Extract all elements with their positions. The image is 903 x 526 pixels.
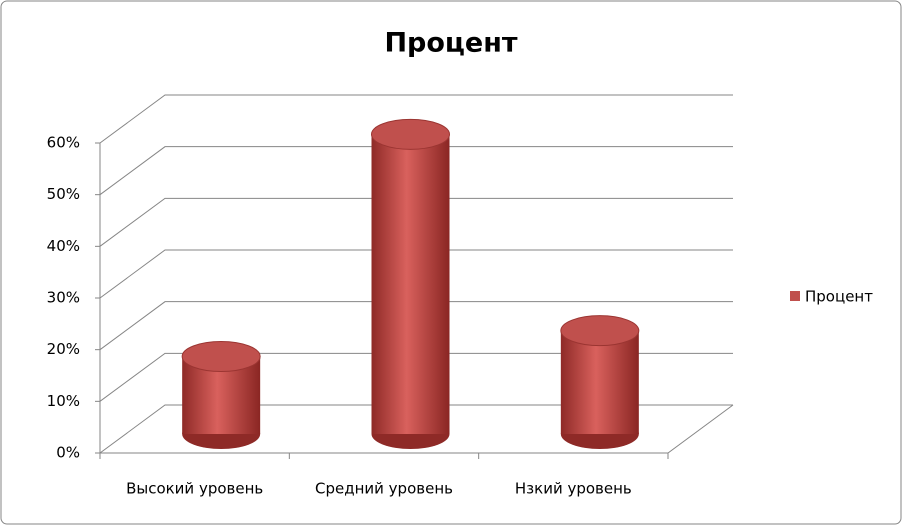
grid-line — [99, 94, 733, 144]
y-tick-label: 20% — [47, 340, 80, 358]
cylinder-top — [371, 118, 450, 150]
x-tick-label: Нзкий уровень — [515, 480, 632, 498]
y-tick-label: 30% — [47, 289, 80, 307]
grid-line — [99, 249, 733, 299]
grid-line — [99, 146, 733, 196]
legend-swatch — [790, 291, 800, 301]
grid-line — [99, 301, 733, 351]
x-tick-label: Средний уровень — [315, 480, 453, 498]
legend-label: Процент — [805, 288, 873, 306]
y-tick-label: 40% — [47, 237, 80, 255]
bar — [560, 330, 639, 434]
bar — [371, 134, 450, 435]
grid-line — [99, 352, 733, 402]
grid-line — [99, 404, 733, 454]
y-tick-label: 10% — [47, 392, 80, 410]
y-tick-label: 0% — [56, 444, 80, 462]
y-tick-label: 50% — [47, 185, 80, 203]
cylinder-top — [181, 341, 261, 372]
x-tick-label: Высокий уровень — [126, 480, 263, 498]
grid-line — [99, 197, 733, 247]
chart-title: Процент — [384, 28, 517, 59]
y-tick-label: 60% — [47, 134, 80, 152]
cylinder-top — [560, 315, 640, 347]
